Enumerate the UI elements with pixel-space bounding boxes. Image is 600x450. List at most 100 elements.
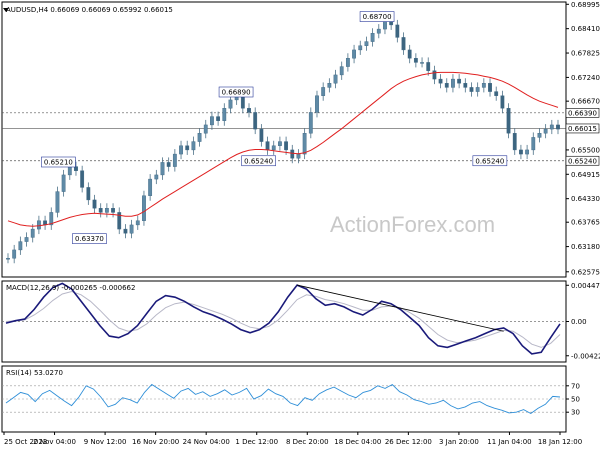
candle-body [302, 133, 307, 155]
price-y-tick-label: 0.66670 [571, 98, 600, 106]
candle-body [426, 62, 431, 71]
x-tick-label: 1 Dec 12:00 [235, 438, 278, 446]
price-level-label: 0.65240 [568, 157, 597, 165]
candle-body [420, 62, 424, 64]
candle-body [278, 141, 282, 146]
x-tick-label: 16 Nov 20:00 [132, 438, 179, 446]
candle-body [67, 166, 72, 176]
candle-body [253, 112, 258, 130]
candle-body [519, 149, 523, 155]
candle-body [179, 145, 183, 155]
price-y-tick-label: 0.68995 [571, 1, 600, 9]
candle-body [296, 153, 301, 159]
watermark: ActionForex.com [330, 212, 495, 237]
price-panel-frame [1, 1, 567, 278]
candle-body [135, 220, 140, 226]
x-tick-label: 2 Nov 04:00 [33, 438, 76, 446]
candle-body [469, 87, 474, 92]
candle-body [401, 37, 406, 51]
price-annotation-box [359, 11, 395, 22]
candle-body [265, 141, 270, 151]
candle-body [92, 199, 97, 209]
candle-body [321, 87, 326, 96]
candle-body [494, 91, 499, 96]
candle-body [451, 78, 455, 88]
collapse-triangle-icon [3, 8, 9, 12]
candle-body [6, 258, 10, 260]
price-annotation-label: 0.65240 [475, 157, 504, 165]
candle-body [86, 187, 91, 201]
macd-line [5, 282, 561, 355]
candle-body [475, 87, 480, 92]
price-level-label: 0.66390 [568, 109, 597, 117]
candle-body [98, 208, 103, 213]
candle-body [49, 212, 54, 226]
candle-body [333, 74, 338, 84]
candle-body [407, 49, 412, 59]
candle-body [228, 99, 233, 109]
candle-body [172, 153, 177, 167]
candle-body [104, 208, 109, 213]
candle-body [36, 220, 41, 230]
price-annotation-label: 0.68700 [363, 13, 392, 21]
candle-body [271, 145, 276, 151]
price-y-tick-label: 0.63765 [571, 219, 600, 227]
candle-body [197, 133, 202, 142]
candle-body [395, 24, 400, 38]
candle-body [537, 133, 542, 138]
price-y-tick-label: 0.64330 [571, 195, 600, 203]
candle-body [352, 49, 356, 59]
price-header: AUDUSD,H4 0.66069 0.66069 0.65992 0.6601… [6, 6, 173, 14]
x-tick-label: 18 Jan 12:00 [538, 438, 582, 446]
candle-body [12, 249, 17, 259]
candle-body [290, 149, 295, 159]
candle-body [210, 116, 214, 126]
candle-body [18, 241, 23, 251]
rsi-y-tick-label: 50 [571, 396, 580, 404]
candle-body [160, 162, 165, 176]
candle-body [457, 78, 462, 84]
candle-body [315, 95, 319, 113]
price-level-label: 0.66015 [568, 125, 597, 133]
price-y-tick-label: 0.68410 [571, 25, 600, 33]
rsi-y-tick-label: 70 [571, 382, 580, 390]
price-annotation-label: 0.65240 [244, 157, 273, 165]
candle-body [24, 237, 29, 242]
candle-body [308, 112, 313, 134]
macd-y-tick-label: 0.004472 [571, 282, 600, 290]
candle-body [240, 95, 245, 109]
price-y-tick-label: 0.67240 [571, 74, 600, 82]
macd-y-tick-label: 0.00 [571, 318, 587, 326]
price-y-tick-label: 0.65500 [571, 146, 600, 154]
candle-body [191, 141, 196, 151]
rsi-y-tick-label: 30 [571, 409, 580, 417]
candle-body [531, 137, 536, 151]
candle-body [543, 128, 548, 134]
candle-body [222, 108, 227, 121]
candle-body [203, 124, 208, 134]
candle-body [364, 41, 369, 46]
candle-body [556, 124, 560, 130]
candle-body [154, 174, 159, 180]
candle-body [327, 83, 332, 88]
price-y-tick-label: 0.62575 [571, 268, 600, 276]
price-y-tick-label: 0.67825 [571, 50, 600, 58]
candle-body [432, 70, 437, 80]
candle-body [358, 45, 363, 51]
price-annotation-box [241, 155, 276, 167]
candle-body [55, 191, 60, 213]
price-level-box [565, 155, 600, 166]
price-annotation-box [72, 233, 107, 244]
x-tick-label: 11 Jan 04:00 [487, 438, 531, 446]
candle-body [80, 170, 85, 188]
candle-body [61, 174, 66, 192]
x-tick-label: 25 Oct 2023 [4, 438, 47, 446]
candle-body [481, 83, 486, 88]
candle-body [383, 20, 387, 30]
candle-body [30, 228, 35, 238]
candle-body [463, 83, 468, 88]
x-tick-label: 8 Dec 20:00 [286, 438, 329, 446]
price-y-tick-label: 0.64915 [571, 171, 600, 179]
